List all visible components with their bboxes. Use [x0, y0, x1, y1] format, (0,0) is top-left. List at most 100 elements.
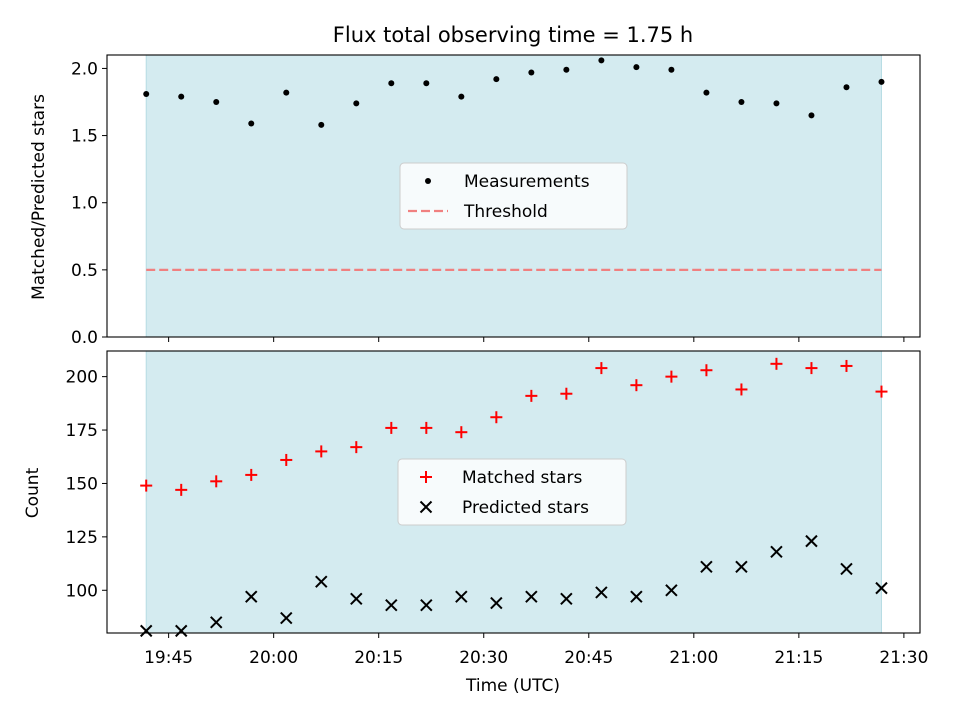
measurements-point	[773, 100, 780, 107]
measurements-point	[878, 78, 885, 85]
predicted-stars-point-b	[630, 590, 643, 603]
matched-stars-point	[420, 421, 433, 434]
matched-stars-point	[385, 421, 398, 434]
predicted-stars-point	[175, 624, 188, 638]
matched-stars-point	[175, 483, 188, 496]
matched-stars-point	[770, 357, 783, 370]
x-tick-label: 20:15	[354, 648, 403, 668]
matched-stars-point	[455, 426, 468, 439]
x-tick-label: 20:45	[564, 648, 613, 668]
predicted-stars-point	[805, 534, 818, 548]
bottom-y-tick-label: 100	[66, 581, 98, 601]
top-panel-y-axis-title: Matched/Predicted stars	[29, 94, 49, 300]
predicted-stars-point-b	[875, 581, 888, 595]
legend-label-matched-stars: Matched stars	[462, 468, 582, 488]
matched-stars-point	[280, 453, 293, 466]
predicted-stars-point-b	[595, 586, 608, 599]
predicted-stars-point	[245, 590, 258, 603]
predicted-stars-point-b	[560, 592, 573, 606]
matched-stars-point	[630, 379, 643, 392]
bottom-legend: Matched stars Predicted stars	[397, 458, 627, 526]
measurements-point	[353, 100, 360, 107]
legend-swatch-measurements	[425, 178, 431, 184]
matched-stars-point	[735, 383, 748, 396]
measurements-point	[528, 69, 535, 76]
matched-stars-point	[350, 441, 363, 454]
matched-stars-point	[490, 411, 503, 424]
measurements-point	[213, 99, 220, 105]
predicted-stars-point-b	[280, 611, 293, 625]
top-y-tick-label: 1.0	[71, 194, 98, 214]
predicted-stars-point	[875, 581, 888, 595]
matched-stars-point	[700, 364, 713, 377]
predicted-stars-point-b	[385, 599, 398, 612]
matched-stars-point	[140, 479, 153, 492]
measurements-point	[178, 93, 185, 100]
matched-stars-series	[140, 357, 888, 496]
predicted-stars-point	[630, 590, 643, 603]
predicted-stars-point-b	[770, 545, 783, 559]
legend-label-measurements: Measurements	[464, 172, 590, 192]
matched-stars-point	[840, 359, 853, 372]
measurements-point	[703, 89, 710, 96]
predicted-stars-point-b	[175, 624, 188, 638]
bottom-panel: 100 125 150 175 200 19:45 20:00 20:15 20:30 20:45…	[66, 350, 928, 668]
bottom-legend-box	[397, 458, 627, 526]
measurements-point	[318, 121, 325, 128]
top-legend: Measurements Threshold	[399, 162, 628, 230]
measurements-point	[668, 66, 675, 73]
predicted-stars-point-b	[420, 599, 433, 612]
matched-stars-point	[560, 387, 573, 400]
x-tick-label: 20:30	[459, 648, 508, 668]
predicted-stars-point-b	[245, 590, 258, 603]
top-legend-box	[399, 162, 628, 230]
predicted-stars-point	[385, 599, 398, 612]
predicted-stars-point	[665, 584, 678, 597]
predicted-stars-point	[735, 560, 748, 573]
top-panel-frame	[106, 54, 921, 338]
top-y-tick-label: 0.0	[71, 328, 98, 348]
predicted-stars-point-b	[350, 592, 363, 606]
predicted-stars-point	[420, 599, 433, 612]
predicted-stars-point-b	[700, 560, 713, 573]
measurements-point	[283, 89, 290, 96]
predicted-stars-point-b	[735, 560, 748, 573]
predicted-stars-point-b	[525, 590, 538, 603]
predicted-stars-point	[770, 545, 783, 559]
predicted-stars-point	[350, 592, 363, 606]
matched-stars-point	[805, 362, 818, 375]
bottom-panel-frame	[106, 350, 921, 634]
matched-stars-point	[525, 389, 538, 402]
predicted-stars-point-b	[665, 584, 678, 597]
legend-swatch-predicted-stars-b	[419, 500, 433, 514]
top-y-tick-label: 2.0	[71, 59, 98, 79]
bottom-y-tick-label: 175	[66, 421, 98, 441]
measurements-series	[143, 57, 885, 128]
measurements-point	[493, 76, 500, 83]
predicted-stars-point	[525, 590, 538, 603]
measurements-point	[143, 90, 150, 97]
measurements-point	[423, 80, 430, 87]
predicted-stars-point-b	[455, 590, 468, 603]
measurements-point	[248, 120, 255, 127]
predicted-stars-point-b	[140, 624, 153, 638]
predicted-stars-point-b	[805, 534, 818, 548]
measurements-point	[843, 84, 850, 91]
x-tick-label: 21:15	[774, 648, 823, 668]
predicted-stars-series	[140, 534, 888, 638]
measurements-point	[633, 64, 640, 71]
matched-stars-point	[595, 362, 608, 375]
matched-stars-point	[210, 475, 223, 488]
top-y-tick-label: 0.5	[71, 261, 98, 281]
predicted-stars-point	[700, 560, 713, 573]
x-tick-label: 19:45	[144, 648, 193, 668]
predicted-stars-point	[280, 611, 293, 625]
matched-stars-point	[875, 385, 888, 398]
top-y-tick-label: 1.5	[71, 127, 98, 147]
matched-stars-point	[665, 370, 678, 383]
predicted-stars-point	[315, 575, 328, 588]
legend-swatch-matched-stars	[420, 471, 432, 483]
x-tick-label: 20:00	[249, 648, 298, 668]
measurements-point	[388, 80, 395, 87]
